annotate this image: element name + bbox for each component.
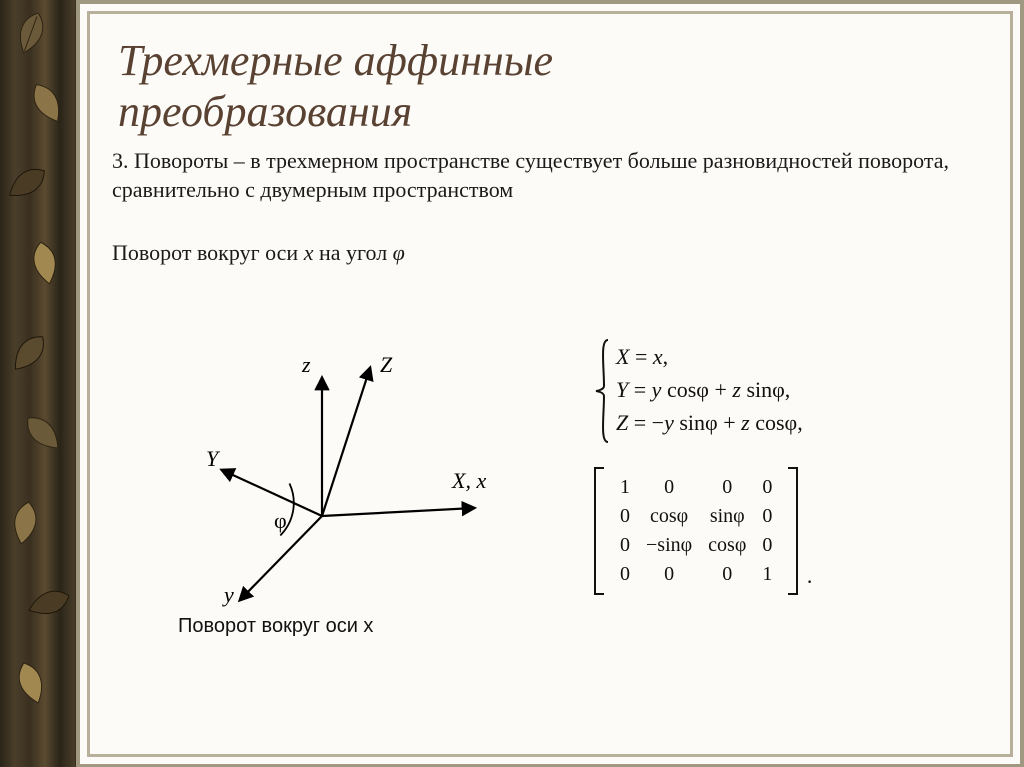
- matrix-cell: 0: [754, 502, 780, 531]
- matrix-table: 10000cosφsinφ00−sinφcosφ00001: [612, 473, 780, 589]
- title-line-1: Трехмерные аффинные: [118, 36, 553, 85]
- sub-prefix: Поворот вокруг оси: [112, 240, 304, 265]
- svg-text:z: z: [301, 352, 311, 377]
- slide-content: Трехмерные аффинные преобразования 3. По…: [106, 30, 994, 738]
- rotation-diagram: z Z X, x Yy φ: [152, 348, 492, 628]
- leaf-deco: [20, 574, 75, 633]
- svg-text:y: y: [222, 582, 234, 607]
- leaf-deco: [10, 400, 75, 465]
- matrix-cell: 1: [612, 473, 638, 502]
- matrix-bracket-left: [594, 467, 604, 595]
- matrix-cell: 0: [638, 473, 700, 502]
- matrix-cell: cosφ: [638, 502, 700, 531]
- matrix-cell: 0: [612, 560, 638, 589]
- matrix-trailing-dot: .: [807, 563, 813, 589]
- rotation-matrix: 10000cosφsinφ00−sinφcosφ00001 .: [594, 467, 798, 595]
- slide-frame: Трехмерные аффинные преобразования 3. По…: [90, 14, 1010, 754]
- leaf-deco: [16, 72, 75, 135]
- title-line-2: преобразования: [118, 87, 412, 136]
- matrix-cell: 0: [638, 560, 700, 589]
- svg-text:Z: Z: [380, 352, 393, 377]
- matrix-cell: 0: [700, 560, 754, 589]
- diagram-svg: z Z X, x Yy φ: [152, 348, 492, 628]
- matrix-cell: 1: [754, 560, 780, 589]
- left-brace-icon: [594, 336, 612, 446]
- math-block: X = x, Y = y cosφ + z sinφ, Z = −y sinφ …: [594, 340, 914, 601]
- leaf-deco: [0, 321, 61, 386]
- matrix-cell: 0: [754, 473, 780, 502]
- sub-axis: x: [304, 240, 314, 265]
- leaf-deco: [18, 236, 73, 291]
- svg-text:X, x: X, x: [451, 468, 486, 493]
- leaf-deco: [2, 4, 61, 63]
- svg-text:Y: Y: [206, 446, 221, 471]
- equation-system: X = x, Y = y cosφ + z sinφ, Z = −y sinφ …: [594, 340, 914, 439]
- svg-text:φ: φ: [274, 508, 287, 533]
- matrix-bracket-right: [788, 467, 798, 595]
- matrix-cell: cosφ: [700, 531, 754, 560]
- matrix-cell: 0: [700, 473, 754, 502]
- subheading: Поворот вокруг оси x на угол φ: [112, 240, 994, 266]
- leaf-deco: [2, 654, 61, 713]
- diagram-caption: Поворот вокруг оси x: [178, 615, 373, 638]
- matrix-cell: 0: [754, 531, 780, 560]
- matrix-cell: 0: [612, 531, 638, 560]
- slide-title: Трехмерные аффинные преобразования: [118, 36, 994, 137]
- matrix-cell: 0: [612, 502, 638, 531]
- sub-phi: φ: [393, 240, 405, 265]
- left-decorative-strip: [0, 0, 75, 767]
- body-paragraph: 3. Повороты – в трехмерном пространстве …: [112, 147, 988, 204]
- sub-mid: на угол: [313, 240, 392, 265]
- matrix-cell: −sinφ: [638, 531, 700, 560]
- leaf-deco: [0, 151, 59, 215]
- leaf-deco: [0, 496, 52, 549]
- matrix-cell: sinφ: [700, 502, 754, 531]
